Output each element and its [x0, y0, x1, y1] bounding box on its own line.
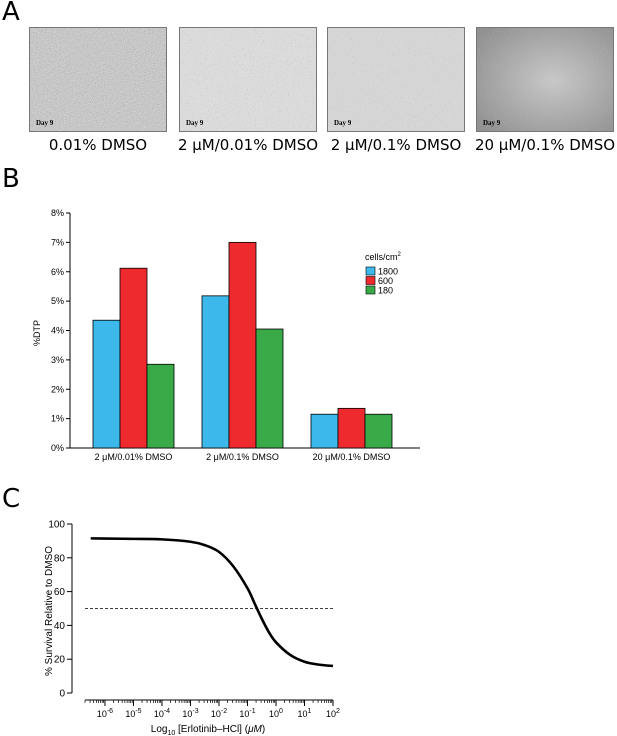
micrograph-3-image — [328, 28, 464, 131]
micrograph-2-caption: 2 μM/0.01% DMSO — [177, 136, 319, 154]
bar-chart-y-ticks: 0% 1% 2% 3% 4% 5% 6% 7% 8% — [51, 208, 70, 453]
bar-x-tick-label: 2 μM/0.01% DMSO — [95, 452, 173, 462]
line-x-tick-label: 10-2 — [211, 708, 227, 719]
bar-180-0 — [146, 363, 175, 449]
bar-180-2 — [364, 413, 393, 449]
line-x-tick-label: 100 — [269, 708, 283, 719]
panel-c-letter: C — [2, 484, 21, 514]
bar-600-1 — [228, 241, 257, 449]
micrograph-1-caption: 0.01% DMSO — [48, 136, 148, 154]
line-y-tick-label: 60 — [54, 587, 66, 598]
micrograph-1-image — [30, 28, 166, 131]
line-x-tick-label: 10-5 — [125, 708, 141, 719]
legend-label-600: 600 — [378, 276, 393, 286]
dose-response-curve — [90, 537, 334, 668]
line-x-tick-label: 10-3 — [182, 708, 198, 719]
micrograph-1: Day 9 — [29, 27, 167, 132]
bar-chart: 0%1%2%3%4%5%6%7%8% 2 μM/0.01% DMSO 2 μM/0… — [32, 208, 420, 462]
line-chart-x-ticks: 10-6 10-5 10-4 10-3 10-2 10-1 100 101 102 — [84, 700, 340, 719]
line-chart: 0 20 40 60 80 100 10-6 10-5 10-4 10-3 10-2 10-1 100… — [44, 520, 340, 736]
bar-y-tick-label: 5% — [51, 296, 64, 306]
legend-label-1800: 1800 — [378, 267, 398, 277]
line-y-tick-label: 0 — [59, 689, 65, 700]
micrograph-1-day-label: Day 9 — [36, 119, 54, 127]
line-x-tick-label: 10-4 — [154, 708, 170, 719]
line-x-tick-label: 101 — [298, 708, 312, 719]
micrograph-3-day-label: Day 9 — [334, 119, 352, 127]
line-chart-y-ticks: 0 20 40 60 80 100 — [48, 520, 72, 700]
line-x-tick-label: 102 — [326, 708, 340, 719]
bar-chart-x-tick-labels: 2 μM/0.01% DMSO 2 μM/0.1% DMSO 20 μM/0.1% … — [95, 452, 391, 462]
micrograph-4: Day 9 — [476, 27, 614, 132]
micrograph-2-day-label: Day 9 — [186, 119, 204, 127]
bar-1800-2 — [310, 413, 339, 449]
legend-swatch-180 — [365, 285, 376, 295]
bar-x-tick-label: 20 μM/0.1% DMSO — [313, 452, 391, 462]
micrograph-2-image — [180, 28, 316, 131]
bar-y-tick-label: 6% — [51, 267, 64, 277]
micrograph-2: Day 9 — [179, 27, 317, 132]
bar-180-1 — [255, 328, 284, 449]
bar-1800-0 — [92, 319, 121, 449]
bar-x-tick-label: 2 μM/0.1% DMSO — [206, 452, 279, 462]
bar-chart-bars — [92, 241, 393, 449]
bar-1800-1 — [201, 295, 230, 449]
micrograph-4-caption: 20 μM/0.1% DMSO — [474, 136, 616, 154]
bar-y-tick-label: 2% — [51, 384, 64, 394]
line-x-tick-label: 10-1 — [239, 708, 255, 719]
micrograph-4-day-label: Day 9 — [483, 119, 501, 127]
legend-label-180: 180 — [378, 286, 393, 296]
bar-600-0 — [119, 267, 148, 449]
line-y-tick-label: 40 — [54, 621, 66, 632]
micrograph-3-caption: 2 μM/0.1% DMSO — [330, 136, 462, 154]
micrograph-3: Day 9 — [327, 27, 465, 132]
bar-y-tick-label: 0% — [51, 443, 64, 453]
bar-y-tick-label: 4% — [51, 326, 64, 336]
bar-y-tick-label: 7% — [51, 237, 64, 247]
bar-600-2 — [337, 407, 366, 449]
bar-y-tick-label: 3% — [51, 355, 64, 365]
bar-y-tick-label: 8% — [51, 208, 64, 218]
legend-swatch-600 — [365, 276, 376, 285]
line-y-tick-label: 100 — [48, 520, 65, 531]
legend-title: cells/cm2 — [365, 252, 402, 262]
line-chart-y-label: % Survival Relative to DMSO — [44, 546, 55, 676]
legend-swatch-1800 — [365, 266, 376, 276]
line-x-tick-label: 10-6 — [97, 708, 113, 719]
panel-b-letter: B — [2, 164, 20, 194]
micrograph-4-image — [477, 28, 613, 131]
panel-a-letter: A — [2, 0, 20, 27]
line-y-tick-label: 20 — [54, 655, 66, 666]
line-y-tick-label: 80 — [54, 553, 66, 564]
bar-chart-y-label: %DTP — [32, 320, 42, 346]
line-chart-x-label: Log10 [Erlotinib–HCl] (μM) — [151, 724, 265, 736]
bar-y-tick-label: 1% — [51, 414, 64, 424]
